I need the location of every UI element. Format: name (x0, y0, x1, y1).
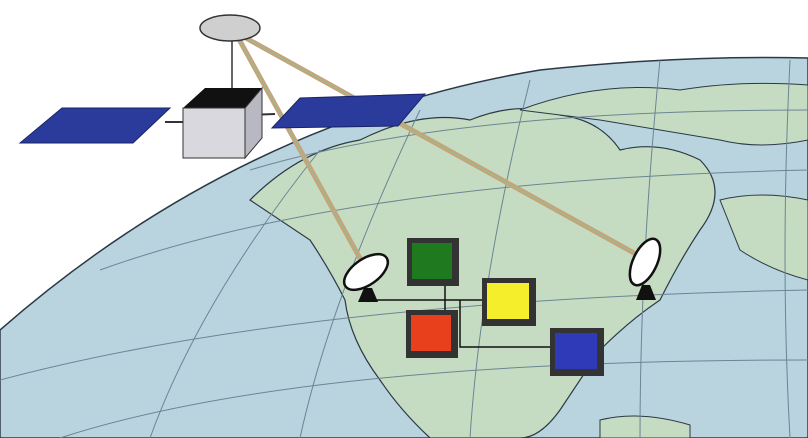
satellite (18, 14, 427, 160)
north-america (249, 108, 716, 438)
dish (342, 252, 390, 292)
satellite-side (244, 86, 263, 160)
solar-panel-right (270, 93, 427, 129)
beams (232, 29, 645, 264)
tv-screen (412, 243, 452, 279)
tv-blue (550, 328, 604, 376)
dish-base (358, 288, 378, 302)
uplink-beam-core (234, 31, 363, 263)
caribbean (599, 415, 691, 438)
tv-green (407, 238, 459, 286)
satellite-top (183, 88, 262, 108)
tv-red (406, 310, 458, 358)
tv-screen (555, 333, 597, 369)
dish (628, 237, 662, 287)
greenland-coast (719, 194, 808, 281)
satellite-body (182, 107, 246, 159)
network-line (459, 300, 552, 348)
satellite-dish (199, 14, 261, 42)
dish-left (342, 252, 390, 302)
globe-detail (0, 59, 808, 438)
downlink-beam-core (234, 31, 644, 259)
network-lines (368, 285, 552, 348)
tv-screen (411, 315, 451, 351)
dish-right (628, 237, 662, 300)
tv-yellow (482, 278, 536, 326)
solar-panel-left (18, 107, 172, 144)
tv-screen (487, 283, 529, 319)
dish-base (636, 285, 656, 300)
